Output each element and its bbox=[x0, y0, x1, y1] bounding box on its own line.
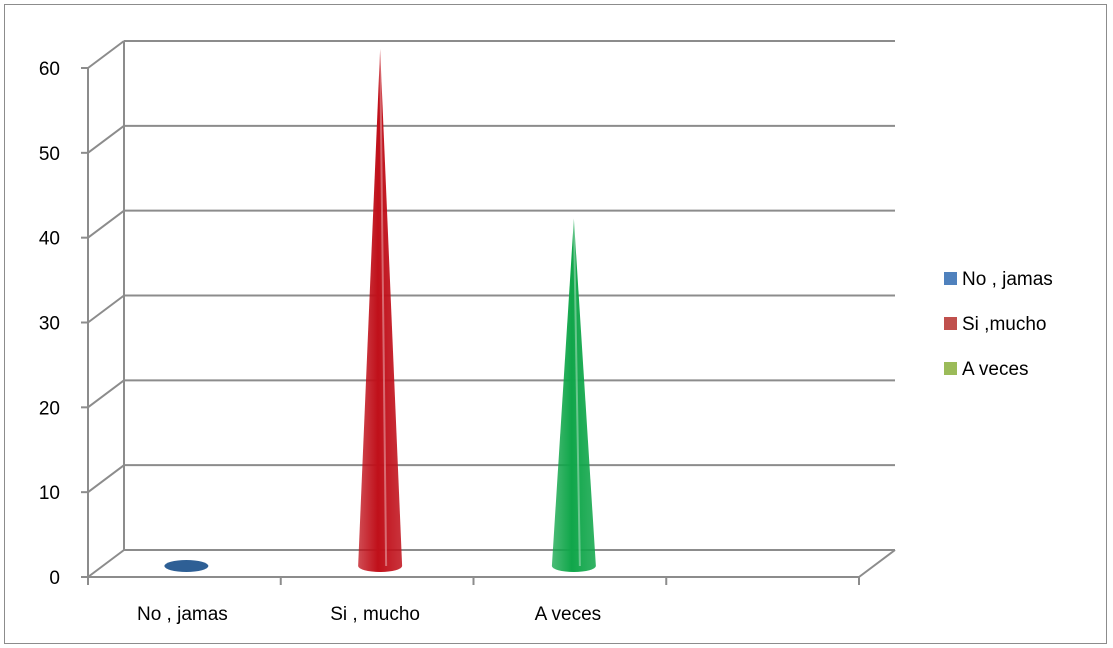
legend-swatch bbox=[944, 272, 957, 285]
cone-highlight bbox=[572, 218, 581, 567]
x-axis-tick-marks bbox=[87, 577, 860, 585]
legend-item: Si ,mucho bbox=[944, 314, 1046, 335]
category-labels: No , jamas Si , mucho A veces bbox=[137, 604, 601, 625]
legend-item: A veces bbox=[944, 359, 1029, 380]
y-tick-label: 50 bbox=[39, 144, 60, 165]
y-tick-label: 10 bbox=[39, 483, 60, 504]
y-tick-label: 40 bbox=[39, 229, 60, 250]
gridline-diagonal bbox=[87, 209, 125, 239]
legend-swatch bbox=[944, 362, 957, 375]
category-label: No , jamas bbox=[137, 604, 228, 625]
y-tick-label: 60 bbox=[39, 59, 60, 80]
cone-body bbox=[358, 49, 403, 572]
gridlines bbox=[81, 40, 895, 578]
legend-swatch bbox=[944, 317, 957, 330]
gridline-diagonal bbox=[87, 125, 125, 154]
y-tick-label: 20 bbox=[39, 398, 60, 419]
chart-walls bbox=[87, 41, 896, 578]
y-tick-label: 30 bbox=[39, 314, 60, 335]
cone-body bbox=[551, 218, 596, 572]
cone-highlight bbox=[379, 48, 388, 567]
gridline-diagonal bbox=[87, 379, 125, 409]
cone-base bbox=[164, 560, 209, 572]
category-label: Si , mucho bbox=[330, 604, 420, 625]
y-axis-tick-labels: 0 10 20 30 40 50 60 bbox=[39, 59, 60, 589]
legend-label: Si ,mucho bbox=[962, 314, 1046, 335]
legend: No , jamas Si ,mucho A veces bbox=[944, 269, 1053, 380]
y-tick-label: 0 bbox=[49, 568, 60, 589]
cone-series bbox=[164, 48, 596, 572]
gridline-diagonal bbox=[87, 549, 125, 578]
category-label: A veces bbox=[535, 604, 602, 625]
cone bbox=[164, 560, 209, 572]
legend-label: No , jamas bbox=[962, 269, 1053, 290]
gridline-diagonal bbox=[87, 294, 125, 324]
gridline-diagonal bbox=[87, 40, 125, 69]
legend-label: A veces bbox=[962, 359, 1029, 380]
legend-item: No , jamas bbox=[944, 269, 1053, 290]
gridline-diagonal bbox=[87, 464, 125, 493]
cone bbox=[551, 218, 596, 572]
cone bbox=[358, 48, 403, 572]
floor-right-edge bbox=[858, 549, 896, 578]
